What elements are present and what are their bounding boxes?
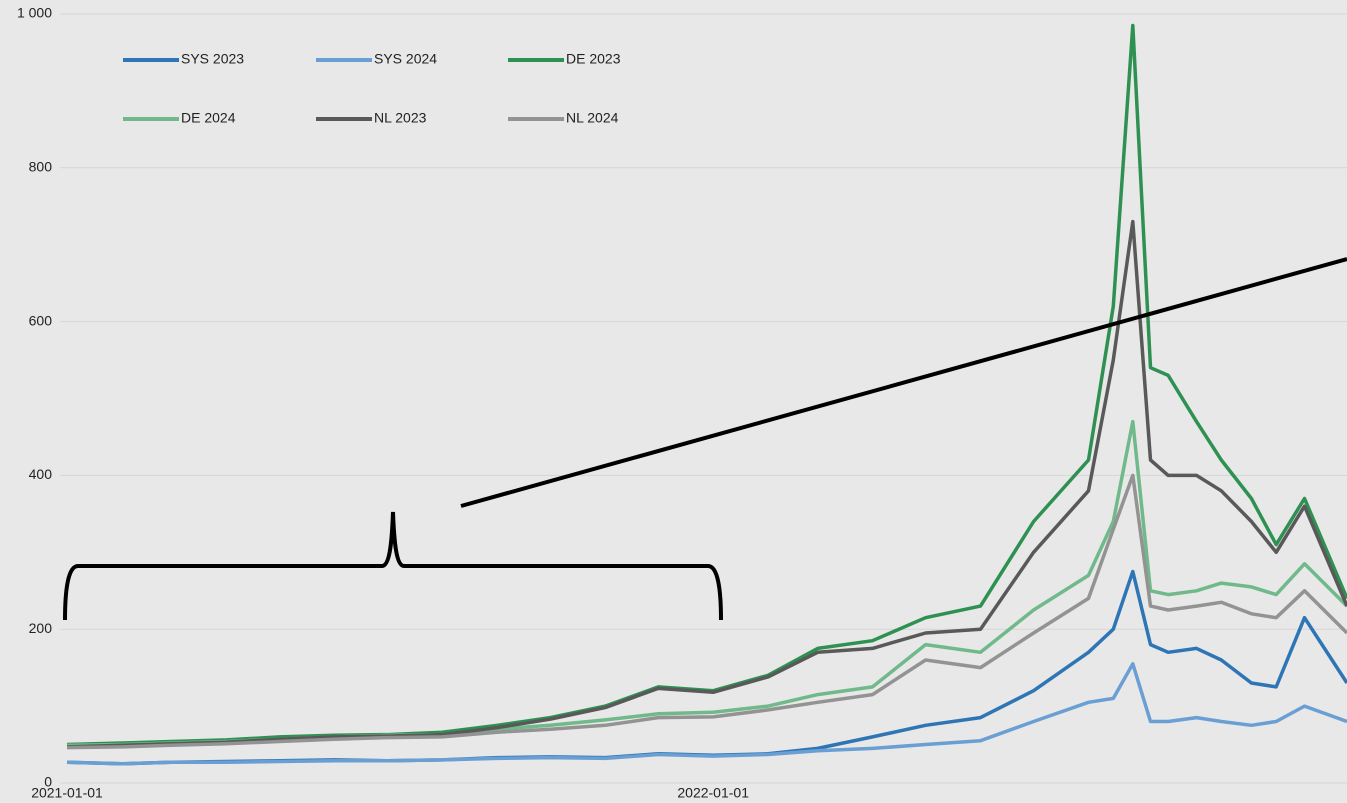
grid: 0 200 400 600 800 1 000 2021-01-01 2022-01-01 xyxy=(17,5,1347,801)
y-tick-label: 0 xyxy=(44,774,52,790)
legend-label: DE 2024 xyxy=(181,110,236,126)
legend: SYS 2023 SYS 2024 DE 2023 DE 2024 NL 2023 NL … xyxy=(123,51,621,126)
y-tick-label: 1 000 xyxy=(17,5,52,21)
legend-label: SYS 2024 xyxy=(374,51,437,67)
lines xyxy=(66,23,1347,766)
series-line xyxy=(66,23,1347,747)
legend-label: NL 2024 xyxy=(566,110,619,126)
brace-annotation xyxy=(63,511,723,621)
series-line xyxy=(66,473,1347,750)
y-tick-label: 800 xyxy=(29,159,53,175)
x-tick-label: 2021-01-01 xyxy=(31,785,103,801)
legend-label: SYS 2023 xyxy=(181,51,244,67)
y-tick-label: 400 xyxy=(29,466,53,482)
series-line xyxy=(66,662,1347,766)
legend-label: DE 2023 xyxy=(566,51,621,67)
series-line xyxy=(66,219,1347,749)
series-line xyxy=(66,419,1347,748)
annotation-line xyxy=(460,257,1347,508)
legend-label: NL 2023 xyxy=(374,110,427,126)
y-tick-label: 200 xyxy=(29,620,53,636)
x-tick-label: 2022-01-01 xyxy=(677,785,749,801)
series-line xyxy=(66,569,1347,766)
y-tick-label: 600 xyxy=(29,312,53,328)
